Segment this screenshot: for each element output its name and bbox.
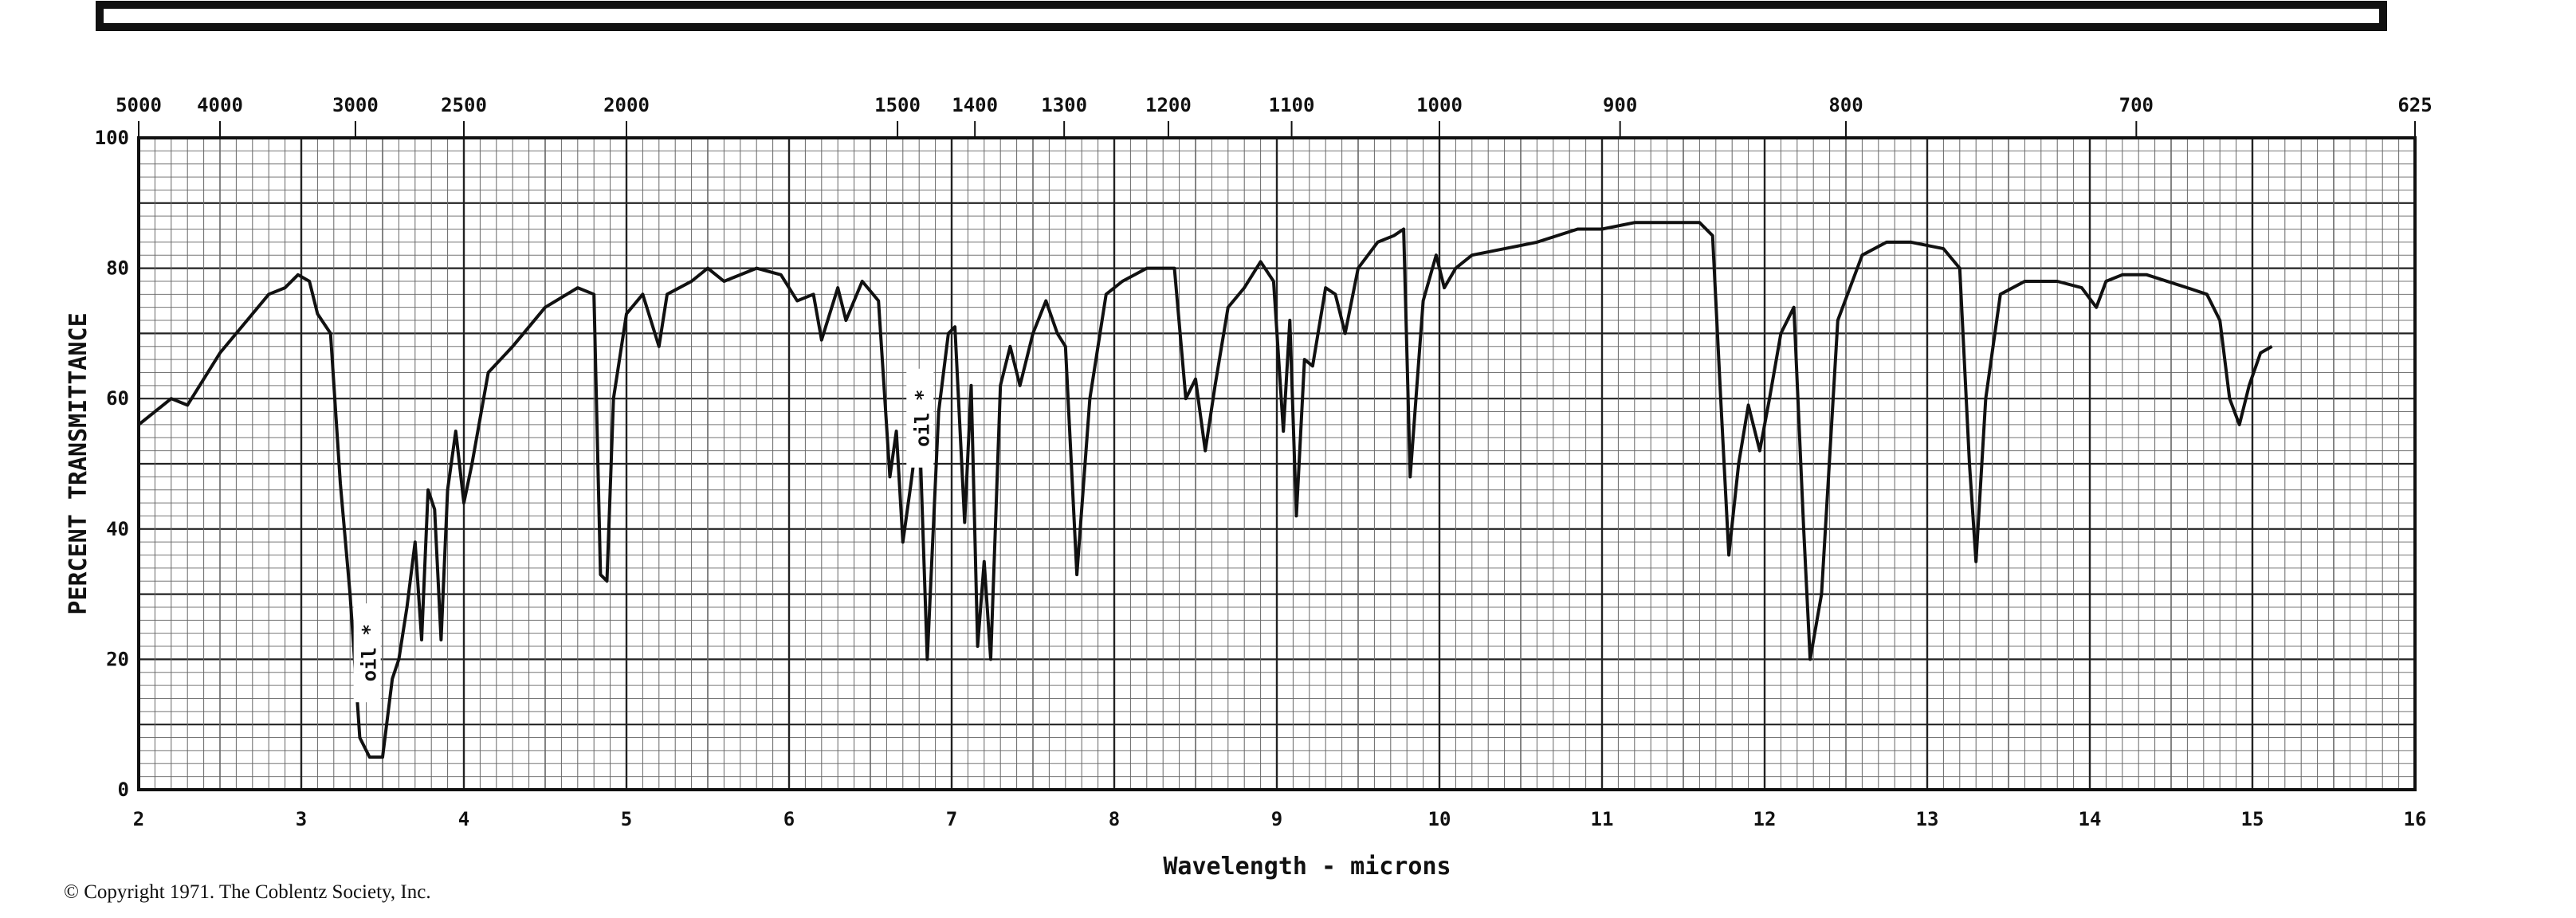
- wavenumber-tick-label: 5000: [116, 94, 162, 116]
- x-tick-label: 5: [621, 808, 632, 830]
- x-tick-label: 14: [2079, 808, 2102, 830]
- wavenumber-tick-label: 700: [2119, 94, 2154, 116]
- wavenumber-tick-label: 2500: [441, 94, 487, 116]
- annotation-text: oil *: [911, 390, 933, 447]
- annotation-label-bg: [906, 368, 934, 468]
- oil-annotation: oil *: [906, 368, 934, 468]
- annotation-label-bg: [353, 603, 381, 703]
- wavenumber-tick-label: 625: [2397, 94, 2432, 116]
- y-tick-label: 100: [95, 127, 129, 149]
- x-tick-label: 11: [1591, 808, 1614, 830]
- wavenumber-tick-label: 3000: [332, 94, 379, 116]
- annotations: oil * oil *: [353, 368, 934, 703]
- x-axis-title: Wavelength - microns: [1163, 853, 1451, 881]
- wavenumber-tick-label: 800: [1828, 94, 1863, 116]
- wavenumber-tick-label: 900: [1603, 94, 1637, 116]
- x-tick-label: 3: [296, 808, 307, 830]
- x-tick-label: 16: [2404, 808, 2427, 830]
- x-tick-label: 13: [1916, 808, 1939, 830]
- x-tick-label: 8: [1109, 808, 1120, 830]
- y-axis-title: PERCENT TRANSMITTANCE: [65, 312, 92, 614]
- oil-annotation: oil *: [353, 603, 381, 703]
- y-tick-labels: 0 20 40 60 80 100: [95, 127, 129, 801]
- transmittance-curve: [137, 221, 2273, 759]
- x-tick-label: 9: [1271, 808, 1282, 830]
- wavenumber-tick-label: 4000: [197, 94, 243, 116]
- x-tick-labels: 2 3 4 5 6 7 8 9 10 11 12 13 14 15 16: [133, 808, 2427, 830]
- wavenumber-tick-labels: 5000 4000 3000 2500 2000 1500 1400 1300 1200 1100…: [116, 94, 2433, 138]
- x-tick-label: 6: [783, 808, 795, 830]
- grid-lines: [139, 138, 2415, 790]
- x-tick-label: 10: [1428, 808, 1451, 830]
- wavenumber-tick-label: 1500: [874, 94, 921, 116]
- wavenumber-tick-label: 1000: [1416, 94, 1463, 116]
- annotation-text: oil *: [359, 624, 381, 681]
- x-tick-label: 12: [1753, 808, 1777, 830]
- y-tick-label: 60: [106, 387, 129, 410]
- x-tick-label: 2: [133, 808, 144, 830]
- y-tick-label: 20: [106, 648, 129, 670]
- y-tick-label: 80: [106, 257, 129, 280]
- copyright-notice: © Copyright 1971. The Coblentz Society, …: [64, 881, 431, 903]
- y-tick-label: 0: [118, 779, 129, 801]
- wavenumber-tick-label: 1300: [1041, 94, 1087, 116]
- x-tick-label: 15: [2241, 808, 2264, 830]
- wavenumber-tick-label: 1200: [1145, 94, 1192, 116]
- wavenumber-tick-label: 1100: [1269, 94, 1315, 116]
- wavenumber-tick-label: 1400: [952, 94, 998, 116]
- x-tick-label: 7: [946, 808, 957, 830]
- x-tick-label: 4: [458, 808, 469, 830]
- plot-border: [137, 136, 2417, 791]
- top-frame-bar: [96, 1, 2387, 31]
- y-tick-label: 40: [106, 518, 129, 540]
- wavenumber-tick-label: 2000: [603, 94, 650, 116]
